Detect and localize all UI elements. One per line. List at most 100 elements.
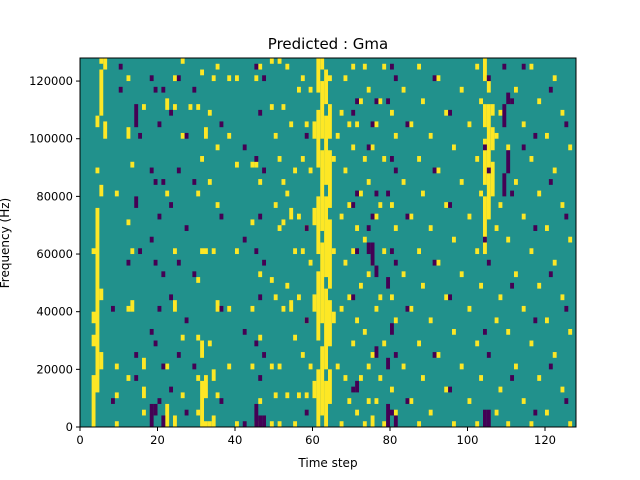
heatmap-cell-high	[560, 386, 565, 393]
heatmap-cell-high	[204, 375, 208, 399]
heatmap-cell-high	[467, 398, 472, 404]
heatmap-cell-high	[355, 409, 360, 416]
heatmap-cell-high	[328, 104, 332, 139]
heatmap-cell-high	[312, 380, 317, 399]
heatmap-cell-high	[180, 392, 185, 399]
heatmap-cell-low	[126, 259, 131, 266]
y-tick-label: 80000	[36, 189, 73, 203]
heatmap-cell-high	[374, 305, 379, 312]
heatmap-cell-high	[475, 340, 480, 347]
heatmap-cell-high	[277, 58, 282, 64]
heatmap-cell-low	[134, 375, 139, 381]
heatmap-cell-low	[564, 121, 569, 128]
heatmap-cell-high	[99, 69, 104, 116]
heatmap-cell-high	[204, 127, 208, 139]
heatmap-cell-low	[254, 403, 259, 427]
heatmap-cell-high	[390, 386, 394, 393]
heatmap-cell-low	[169, 386, 174, 393]
heatmap-cell-high	[521, 213, 526, 220]
heatmap-cell-low	[161, 179, 166, 185]
heatmap-cell-low	[366, 242, 371, 255]
heatmap-cell-low	[351, 386, 356, 393]
heatmap-cell-high	[91, 311, 96, 324]
heatmap-cell-low	[258, 213, 263, 220]
heatmap-cell-high	[362, 236, 367, 243]
heatmap-cell-high	[142, 357, 146, 370]
heatmap-cell-high	[362, 421, 367, 427]
heatmap-cell-low	[533, 317, 538, 324]
heatmap-cell-high	[300, 75, 305, 82]
heatmap-cell-high	[180, 58, 185, 64]
heatmap-cell-high	[514, 86, 518, 93]
heatmap-cell-high	[545, 317, 549, 324]
heatmap-cell-high	[359, 282, 363, 289]
heatmap-cell-high	[444, 294, 449, 301]
heatmap-cell-low	[502, 173, 507, 197]
heatmap-cell-low	[258, 375, 263, 381]
heatmap-cell-low	[405, 398, 410, 404]
heatmap-cell-low	[242, 236, 247, 243]
heatmap-cell-low	[390, 409, 394, 416]
heatmap-cell-high	[273, 202, 278, 208]
heatmap-cell-high	[269, 363, 274, 370]
heatmap-cell-low	[432, 259, 437, 266]
heatmap-cell-low	[184, 317, 189, 324]
heatmap-cell-high	[204, 421, 208, 427]
heatmap-cell-high	[258, 179, 263, 185]
heatmap-cell-low	[184, 132, 189, 139]
y-tick-label: 60000	[36, 247, 73, 261]
heatmap-cell-high	[452, 421, 456, 427]
heatmap-cell-high	[297, 86, 301, 93]
heatmap-cell-high	[165, 98, 170, 110]
heatmap-cell-low	[138, 132, 143, 139]
heatmap-cell-high	[479, 282, 484, 289]
heatmap-cell-high	[382, 340, 387, 347]
heatmap-cell-low	[351, 294, 356, 301]
heatmap-cell-high	[355, 121, 360, 128]
heatmap-cell-high	[308, 167, 313, 174]
heatmap-cell-high	[227, 363, 232, 370]
heatmap-cell-high	[560, 109, 565, 116]
heatmap-cell-high	[312, 294, 317, 312]
heatmap-cell-high	[258, 63, 263, 70]
heatmap-cell-low	[176, 259, 181, 266]
heatmap-cell-low	[184, 409, 189, 416]
heatmap-cell-low	[157, 121, 162, 128]
heatmap-cell-low	[366, 144, 371, 151]
heatmap-cell-high	[529, 156, 534, 162]
heatmap-cell-low	[521, 144, 526, 151]
heatmap-cell-low	[161, 363, 166, 370]
heatmap-cell-low	[351, 202, 356, 208]
heatmap-cell-high	[409, 121, 414, 128]
heatmap-cell-low	[386, 357, 391, 370]
heatmap-cell-low	[134, 104, 139, 128]
heatmap-cell-low	[219, 398, 224, 404]
heatmap-cell-low	[138, 248, 143, 255]
heatmap-cell-high	[494, 132, 499, 139]
plot-area	[79, 57, 577, 428]
y-tick-label: 40000	[36, 305, 73, 319]
heatmap-cell-low	[169, 294, 174, 301]
heatmap-cell-high	[347, 202, 352, 208]
heatmap-cell-low	[510, 282, 515, 289]
heatmap-cell-high	[347, 294, 352, 301]
heatmap-cell-high	[289, 207, 294, 220]
heatmap-cell-low	[432, 352, 437, 358]
heatmap-cell-low	[502, 104, 507, 128]
heatmap-cell-low	[506, 150, 511, 174]
heatmap-cell-high	[142, 386, 146, 399]
heatmap-cell-low	[448, 386, 453, 393]
heatmap-cell-high	[91, 248, 96, 255]
heatmap-cell-high	[285, 63, 290, 70]
heatmap-cell-high	[537, 375, 542, 381]
heatmap-cell-high	[494, 225, 499, 231]
heatmap-cell-high	[173, 415, 177, 427]
heatmap-cell-high	[382, 63, 387, 70]
heatmap-cell-low	[548, 363, 553, 370]
heatmap-cell-low	[262, 75, 267, 82]
heatmap-cell-high	[417, 421, 422, 427]
heatmap-cell-high	[359, 98, 363, 105]
heatmap-cell-high	[293, 167, 298, 174]
heatmap-cell-low	[149, 403, 154, 427]
heatmap-cell-high	[293, 421, 298, 427]
